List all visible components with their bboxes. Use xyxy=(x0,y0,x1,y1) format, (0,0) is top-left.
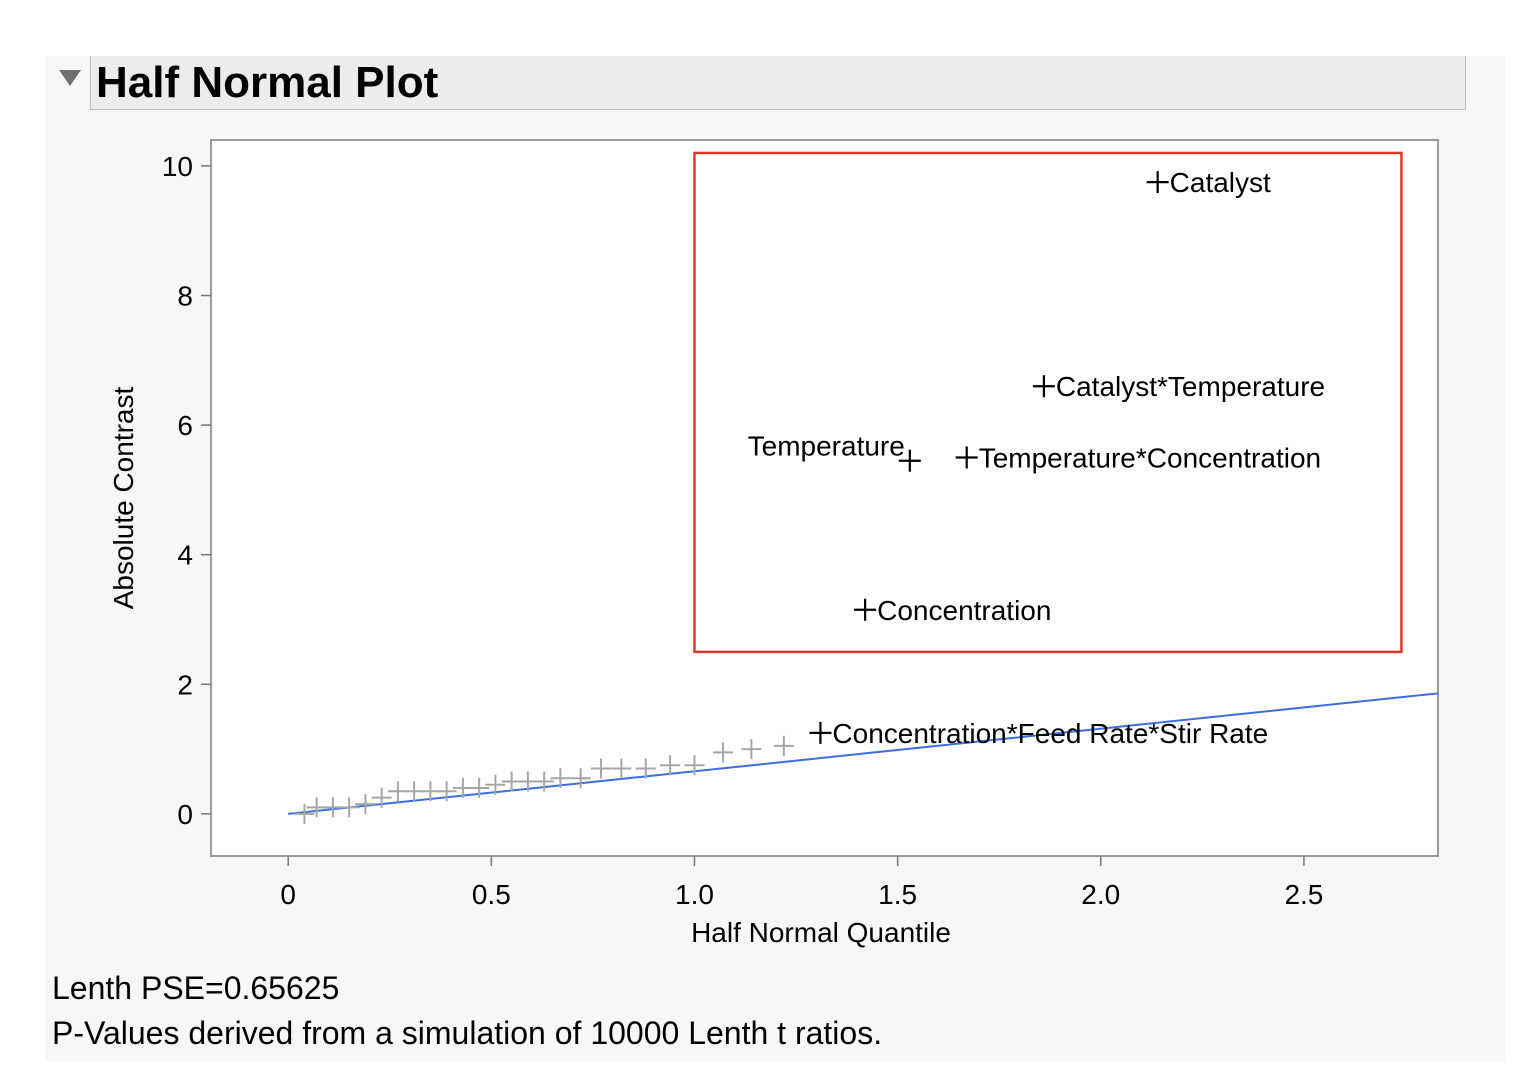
highlight-box xyxy=(693,151,1403,654)
y-tick-label: 2 xyxy=(177,669,193,700)
plot-frame xyxy=(210,139,1439,857)
x-tick-label: 1.0 xyxy=(675,879,714,910)
labeled-contrast-point xyxy=(955,446,978,469)
x-tick-label: 1.5 xyxy=(878,879,917,910)
point-label: Catalyst*Temperature xyxy=(1056,371,1325,402)
x-tick-label: 2.5 xyxy=(1284,879,1323,910)
labeled-contrast-point xyxy=(854,598,877,621)
x-tick-label: 0 xyxy=(280,879,296,910)
contrast-point xyxy=(570,768,591,789)
contrast-point xyxy=(660,755,681,776)
contrast-point xyxy=(712,742,733,763)
contrast-point xyxy=(773,735,794,756)
contrast-point xyxy=(534,771,555,792)
report-header-bar[interactable] xyxy=(90,56,1466,110)
contrast-point xyxy=(741,739,762,760)
plot-marks: Catalyst Catalyst*Temperature Temperature T… xyxy=(288,151,1439,824)
contrast-point xyxy=(550,768,571,789)
y-tick-label: 4 xyxy=(177,540,193,571)
y-axis-title: Absolute Contrast xyxy=(108,387,139,610)
point-label: Temperature*Concentration xyxy=(979,443,1321,474)
contrast-point xyxy=(469,777,490,798)
x-axis-title: Half Normal Quantile xyxy=(691,917,951,948)
labeled-contrast-point xyxy=(809,721,832,744)
y-tick-label: 0 xyxy=(177,799,193,830)
report-title: Half Normal Plot xyxy=(96,58,439,107)
contrast-point xyxy=(635,758,656,779)
lenth-pse-text: Lenth PSE=0.65625 xyxy=(52,970,340,1006)
contrast-point xyxy=(371,787,392,808)
point-label: Concentration*Feed Rate*Stir Rate xyxy=(832,718,1268,749)
axes: 0 0.5 1.0 1.5 2.0 2.5 0 2 4 6 8 10 xyxy=(162,151,1324,910)
disclosure-triangle-icon[interactable] xyxy=(59,70,81,86)
y-tick-label: 6 xyxy=(177,410,193,441)
contrast-point xyxy=(436,781,457,802)
y-tick-label: 8 xyxy=(177,281,193,312)
contrast-point xyxy=(611,758,632,779)
contrast-point xyxy=(339,797,360,818)
point-label: Concentration xyxy=(877,595,1051,626)
point-label: Catalyst xyxy=(1170,167,1271,198)
contrast-point xyxy=(684,755,705,776)
contrast-point xyxy=(485,774,506,795)
contrast-point xyxy=(355,794,376,815)
x-tick-label: 0.5 xyxy=(472,879,511,910)
p-values-note: P-Values derived from a simulation of 10… xyxy=(52,1015,883,1051)
point-label: Temperature xyxy=(748,431,905,462)
contrast-point xyxy=(591,758,612,779)
y-tick-label: 10 xyxy=(162,151,193,182)
contrast-point xyxy=(294,803,315,824)
labeled-contrast-point xyxy=(1146,171,1169,194)
labeled-contrast-point xyxy=(1032,375,1055,398)
x-tick-label: 2.0 xyxy=(1081,879,1120,910)
labeled-contrast-point xyxy=(898,449,921,472)
